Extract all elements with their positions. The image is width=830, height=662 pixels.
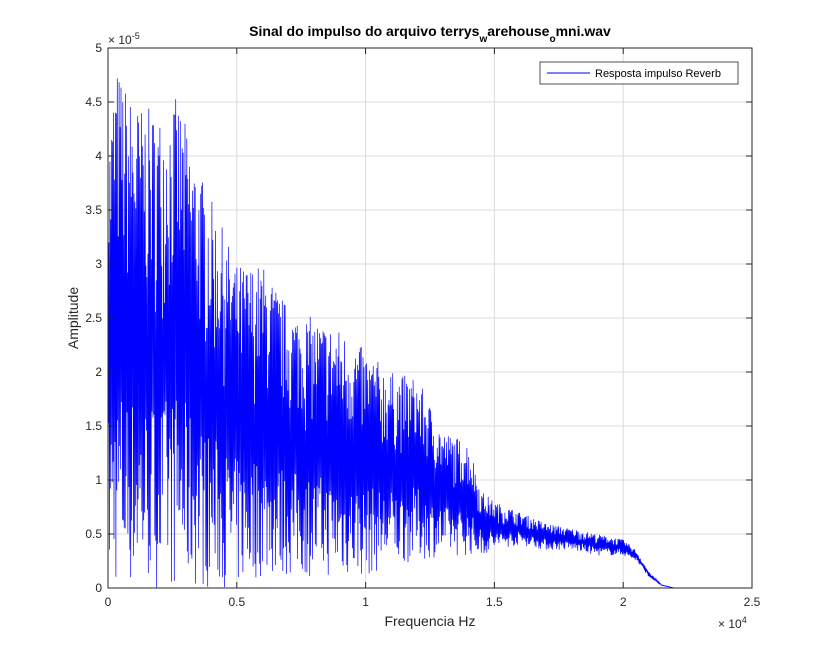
- chart-title: Sinal do impulso do arquivo terryswareho…: [249, 23, 611, 45]
- y-tick-label: 1.5: [85, 419, 102, 433]
- series-line-resposta-impulso-reverb: [107, 78, 752, 589]
- y-axis-exponent: × 10-5: [108, 31, 140, 47]
- y-axis-label: Amplitude: [65, 287, 81, 349]
- x-axis-label: Frequencia Hz: [384, 613, 475, 629]
- y-tick-label: 2.5: [85, 311, 102, 325]
- y-tick-label: 5: [95, 41, 102, 55]
- x-tick-label: 1: [362, 595, 369, 609]
- y-tick-label: 4: [95, 149, 102, 163]
- y-tick-label: 2: [95, 365, 102, 379]
- y-tick-label: 1: [95, 473, 102, 487]
- legend-box: [539, 61, 739, 85]
- y-tick-label: 0.5: [85, 527, 102, 541]
- legend-label: Resposta impulso Reverb: [595, 68, 721, 80]
- y-tick-label: 3: [95, 257, 102, 271]
- x-tick-label: 0: [105, 595, 112, 609]
- y-tick-label: 4.5: [85, 95, 102, 109]
- legend: Resposta impulso Reverb: [539, 61, 739, 85]
- y-tick-label: 0: [95, 581, 102, 595]
- plot-area: [107, 78, 752, 589]
- y-tick-label: 3.5: [85, 203, 102, 217]
- x-axis-exponent: × 104: [718, 615, 747, 631]
- x-tick-label: 1.5: [486, 595, 503, 609]
- x-tick-label: 2.5: [744, 595, 761, 609]
- x-tick-label: 0.5: [228, 595, 245, 609]
- ticks: 0 0.5 1 1.5 2 2.5 0 0.5 1 1.5 2 2.5 3 3.5 4 4.5 5: [85, 41, 760, 609]
- x-tick-label: 2: [620, 595, 627, 609]
